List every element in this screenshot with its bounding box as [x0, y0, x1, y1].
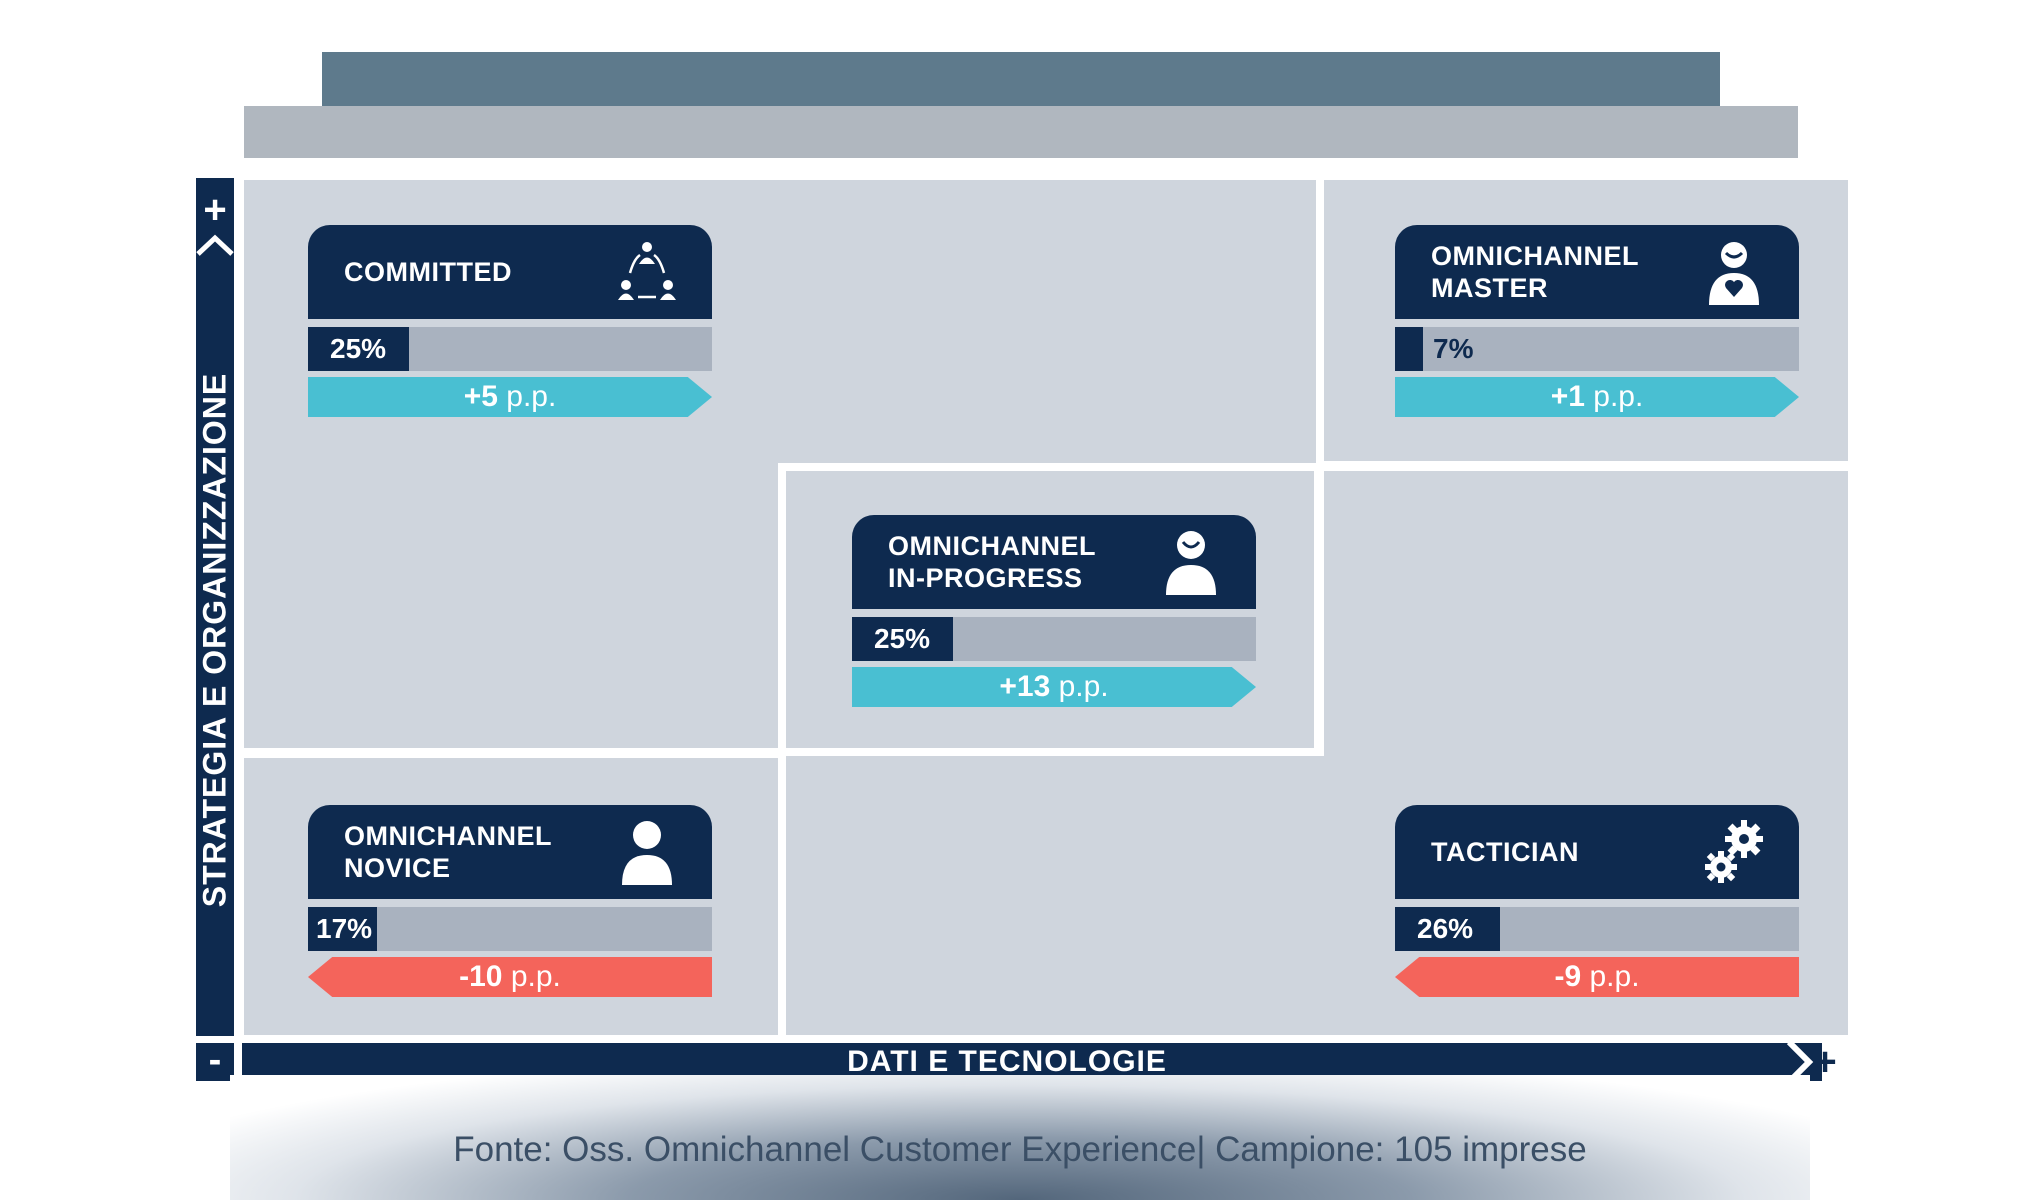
- card-committed: COMMITTED 25% +5 p.p.: [308, 225, 712, 417]
- change-unit: p.p.: [1050, 670, 1109, 703]
- header-bar-bottom: [244, 106, 1798, 158]
- y-axis-bar: [196, 178, 234, 1036]
- change-unit: p.p.: [497, 380, 557, 413]
- footer-glow: [230, 1075, 1810, 1200]
- card-header: OMNICHANNEL IN-PROGRESS: [852, 515, 1256, 609]
- change-value: -9: [1554, 960, 1582, 993]
- share-bar-fill: [1395, 907, 1501, 951]
- change-value: -10: [459, 960, 503, 993]
- gears-icon: [1705, 820, 1763, 883]
- share-bar: 25%: [852, 617, 1256, 661]
- share-bar: 7%: [1395, 327, 1799, 371]
- change-arrow: -10 p.p.: [308, 957, 712, 997]
- person-icon: [622, 821, 672, 885]
- card-header: OMNICHANNEL MASTER: [1395, 225, 1799, 319]
- card-omnichannel-novice: OMNICHANNEL NOVICE 17% -10 p.p.: [308, 805, 712, 997]
- cell-middle-right-fill: [1324, 471, 1848, 756]
- card-header: TACTICIAN: [1395, 805, 1799, 899]
- change-unit: p.p.: [502, 960, 561, 993]
- person-smile-icon: [1166, 531, 1216, 595]
- team-icon: [618, 242, 676, 300]
- share-bar-fill: [308, 907, 377, 951]
- card-header: COMMITTED: [308, 225, 712, 319]
- change-unit: p.p.: [1584, 380, 1644, 413]
- share-label: 26%: [1417, 913, 1474, 944]
- x-axis-label: DATI E TECNOLOGIE: [847, 1045, 1167, 1078]
- share-bar: 26%: [1395, 907, 1799, 951]
- share-bar: 25%: [308, 327, 712, 371]
- change-arrow: -9 p.p.: [1395, 957, 1799, 997]
- divider-horizontal-lower: [242, 748, 1324, 756]
- change-value: +1: [1550, 380, 1585, 413]
- cell-left-middle-fill: [244, 463, 778, 748]
- share-bar-fill: [308, 327, 409, 371]
- y-axis-arrow-icon: [196, 234, 234, 256]
- share-label: 25%: [874, 623, 931, 654]
- share-label: 7%: [1433, 333, 1474, 364]
- card-omnichannel-master: OMNICHANNEL MASTER 7% +1 p.p.: [1395, 225, 1799, 417]
- card-title: OMNICHANNEL MASTER: [1431, 241, 1639, 303]
- change-unit: p.p.: [1581, 960, 1640, 993]
- card-omnichannel-in-progress: OMNICHANNEL IN-PROGRESS 25% +13 p.p.: [852, 515, 1256, 707]
- card-title: OMNICHANNEL NOVICE: [344, 821, 552, 883]
- change-value: +5: [463, 380, 498, 413]
- x-axis-bar: [242, 1043, 1822, 1081]
- card-title: OMNICHANNEL IN-PROGRESS: [888, 531, 1096, 593]
- share-label: 17%: [316, 913, 373, 944]
- x-axis-minus: -: [196, 1041, 234, 1081]
- share-label: 25%: [330, 333, 387, 364]
- source-note: Fonte: Oss. Omnichannel Customer Experie…: [453, 1130, 1587, 1169]
- card-title: COMMITTED: [344, 257, 512, 287]
- divider-vertical-right: [1316, 178, 1324, 756]
- share-bar-fill: [1395, 327, 1424, 371]
- share-bar-fill: [852, 617, 953, 661]
- card-tactician: TACTICIAN 26% -9: [1395, 805, 1799, 997]
- change-arrow: +13 p.p.: [852, 667, 1256, 707]
- card-header: OMNICHANNEL NOVICE: [308, 805, 712, 899]
- change-value: +13: [999, 670, 1051, 703]
- person-heart-icon: [1709, 242, 1759, 305]
- change-arrow: +5 p.p.: [308, 377, 712, 417]
- share-bar: 17%: [308, 907, 712, 951]
- x-axis-plus: +: [1813, 1040, 1837, 1084]
- y-axis-plus: +: [203, 188, 227, 232]
- header-bar-top: [322, 52, 1720, 106]
- change-arrow: +1 p.p.: [1395, 377, 1799, 417]
- card-title: TACTICIAN: [1431, 837, 1579, 867]
- divider-horizontal-middle: [778, 463, 1848, 471]
- y-axis-label: STRATEGIA E ORGANIZZAZIONE: [196, 372, 233, 908]
